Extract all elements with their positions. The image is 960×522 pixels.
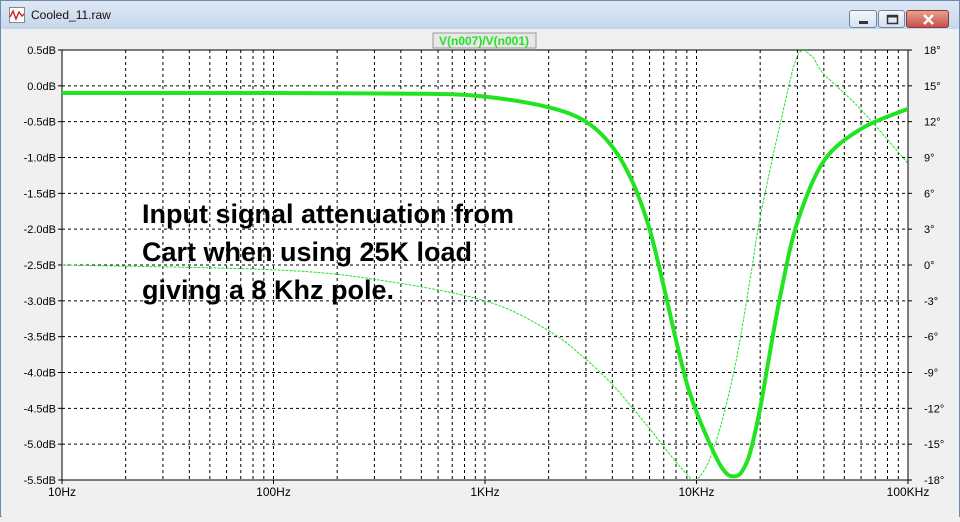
y-tick-label-left: -1.0dB [24,153,56,165]
traces [62,50,908,480]
y-tick-label-left: -3.5dB [24,332,56,344]
y-tick-label-right: -9° [924,368,938,380]
close-icon [923,14,934,25]
y-tick-label-right: -12° [924,403,944,415]
minimize-icon [859,21,868,24]
phase-trace [62,50,908,480]
y-tick-label-right: 9° [924,153,935,165]
bode-chart[interactable]: 0.5dB 18° 0.0dB 15° -0.5dB 12° -1.0dB 9° -1.5dB 6… [2,30,959,517]
y-tick-label-right: 18° [924,45,941,57]
axis-ticks [58,49,912,484]
y-tick-label-left: 0.0dB [27,81,56,93]
y-tick-label-left: -1.5dB [24,188,56,200]
y-tick-label-right: -15° [924,439,944,451]
minimize-button[interactable] [849,10,877,28]
window-title: Cooled_11.raw [31,8,111,22]
x-tick-label: 10KHz [678,485,714,499]
y-tick-label-left: 0.5dB [27,45,56,57]
y-tick-label-right: 3° [924,224,935,236]
y-tick-label-left: -5.0dB [24,439,56,451]
title-bar[interactable]: Cooled_11.raw [1,1,959,29]
y-tick-label-left: -4.0dB [24,368,56,380]
magnitude-trace [62,90,908,479]
y-tick-label-right: -18° [924,475,944,487]
y-tick-label-right: 0° [924,260,935,272]
y-tick-label-right: -3° [924,296,938,308]
y-tick-label-right: 6° [924,188,935,200]
waveform-icon [9,7,25,23]
close-button[interactable] [906,10,949,28]
plot-area: 0.5dB 18° 0.0dB 15° -0.5dB 12° -1.0dB 9° -1.5dB 6… [2,30,959,517]
maximize-icon [886,14,899,25]
y-tick-label-left: -0.5dB [24,117,56,129]
y-tick-label-left: -4.5dB [24,403,56,415]
axis-labels: 0.5dB 18° 0.0dB 15° -0.5dB 12° -1.0dB 9° -1.5dB 6… [24,45,945,499]
y-tick-label-left: -3.0dB [24,296,56,308]
y-tick-label-right: -6° [924,332,938,344]
y-tick-label-left: -2.0dB [24,224,56,236]
y-tick-label-right: 15° [924,81,941,93]
x-tick-label: 10Hz [48,485,76,499]
annotation-line-3: giving a 8 Khz pole. [142,275,394,305]
y-tick-label-left: -2.5dB [24,260,56,272]
trace-name-label[interactable]: V(n007)/V(n001) [439,34,529,48]
annotation-line-2: Cart when using 25K load [142,237,472,267]
x-tick-label: 100KHz [887,485,930,499]
annotation-line-1: Input signal attenuation from [142,199,514,229]
annotation-text: Input signal attenuation from Cart when … [142,199,514,305]
y-tick-label-right: 12° [924,117,941,129]
maximize-button[interactable] [878,10,905,28]
x-tick-label: 1KHz [470,485,499,499]
trace-label[interactable]: V(n007)/V(n001) [432,32,537,49]
x-tick-label: 100Hz [256,485,291,499]
y-tick-label-left: -5.5dB [24,475,56,487]
